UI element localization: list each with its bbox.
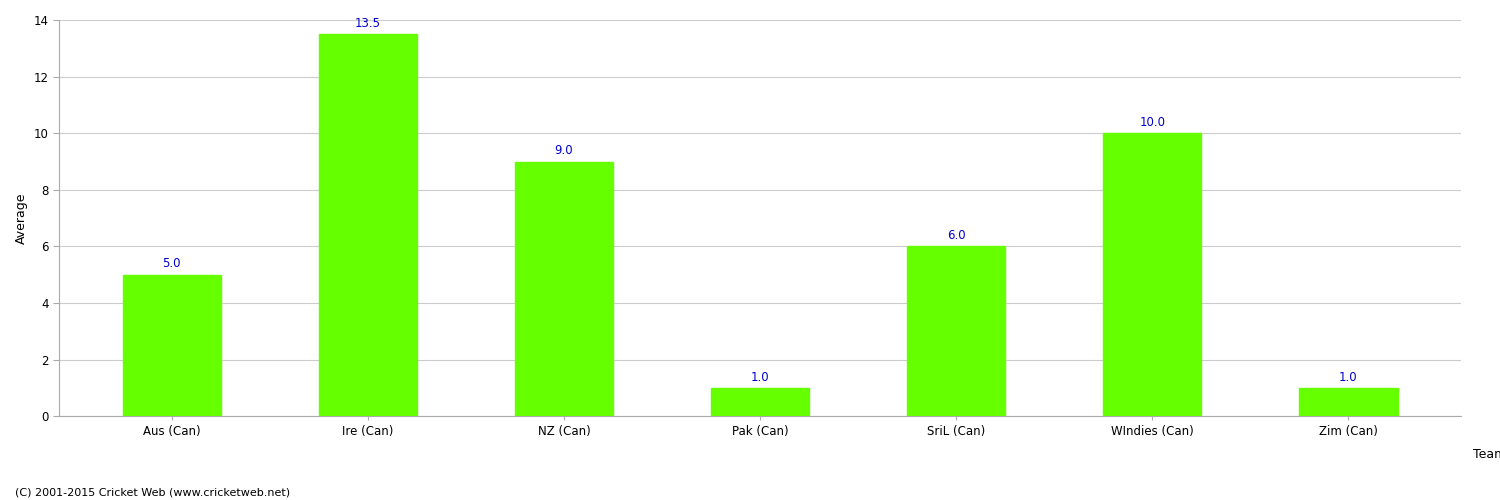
- Bar: [514, 162, 613, 416]
- Bar: [320, 34, 417, 416]
- Bar: [1104, 133, 1202, 416]
- Text: 5.0: 5.0: [162, 258, 182, 270]
- Bar: [711, 388, 809, 416]
- Text: 6.0: 6.0: [946, 229, 966, 242]
- Bar: [123, 274, 220, 416]
- Text: 9.0: 9.0: [555, 144, 573, 158]
- Bar: [908, 246, 1005, 416]
- Text: 1.0: 1.0: [752, 370, 770, 384]
- Text: 13.5: 13.5: [356, 17, 381, 30]
- Text: (C) 2001-2015 Cricket Web (www.cricketweb.net): (C) 2001-2015 Cricket Web (www.cricketwe…: [15, 488, 290, 498]
- Text: 1.0: 1.0: [1340, 370, 1358, 384]
- X-axis label: Team: Team: [1473, 448, 1500, 461]
- Bar: [1299, 388, 1398, 416]
- Text: 10.0: 10.0: [1140, 116, 1166, 129]
- Y-axis label: Average: Average: [15, 192, 28, 244]
